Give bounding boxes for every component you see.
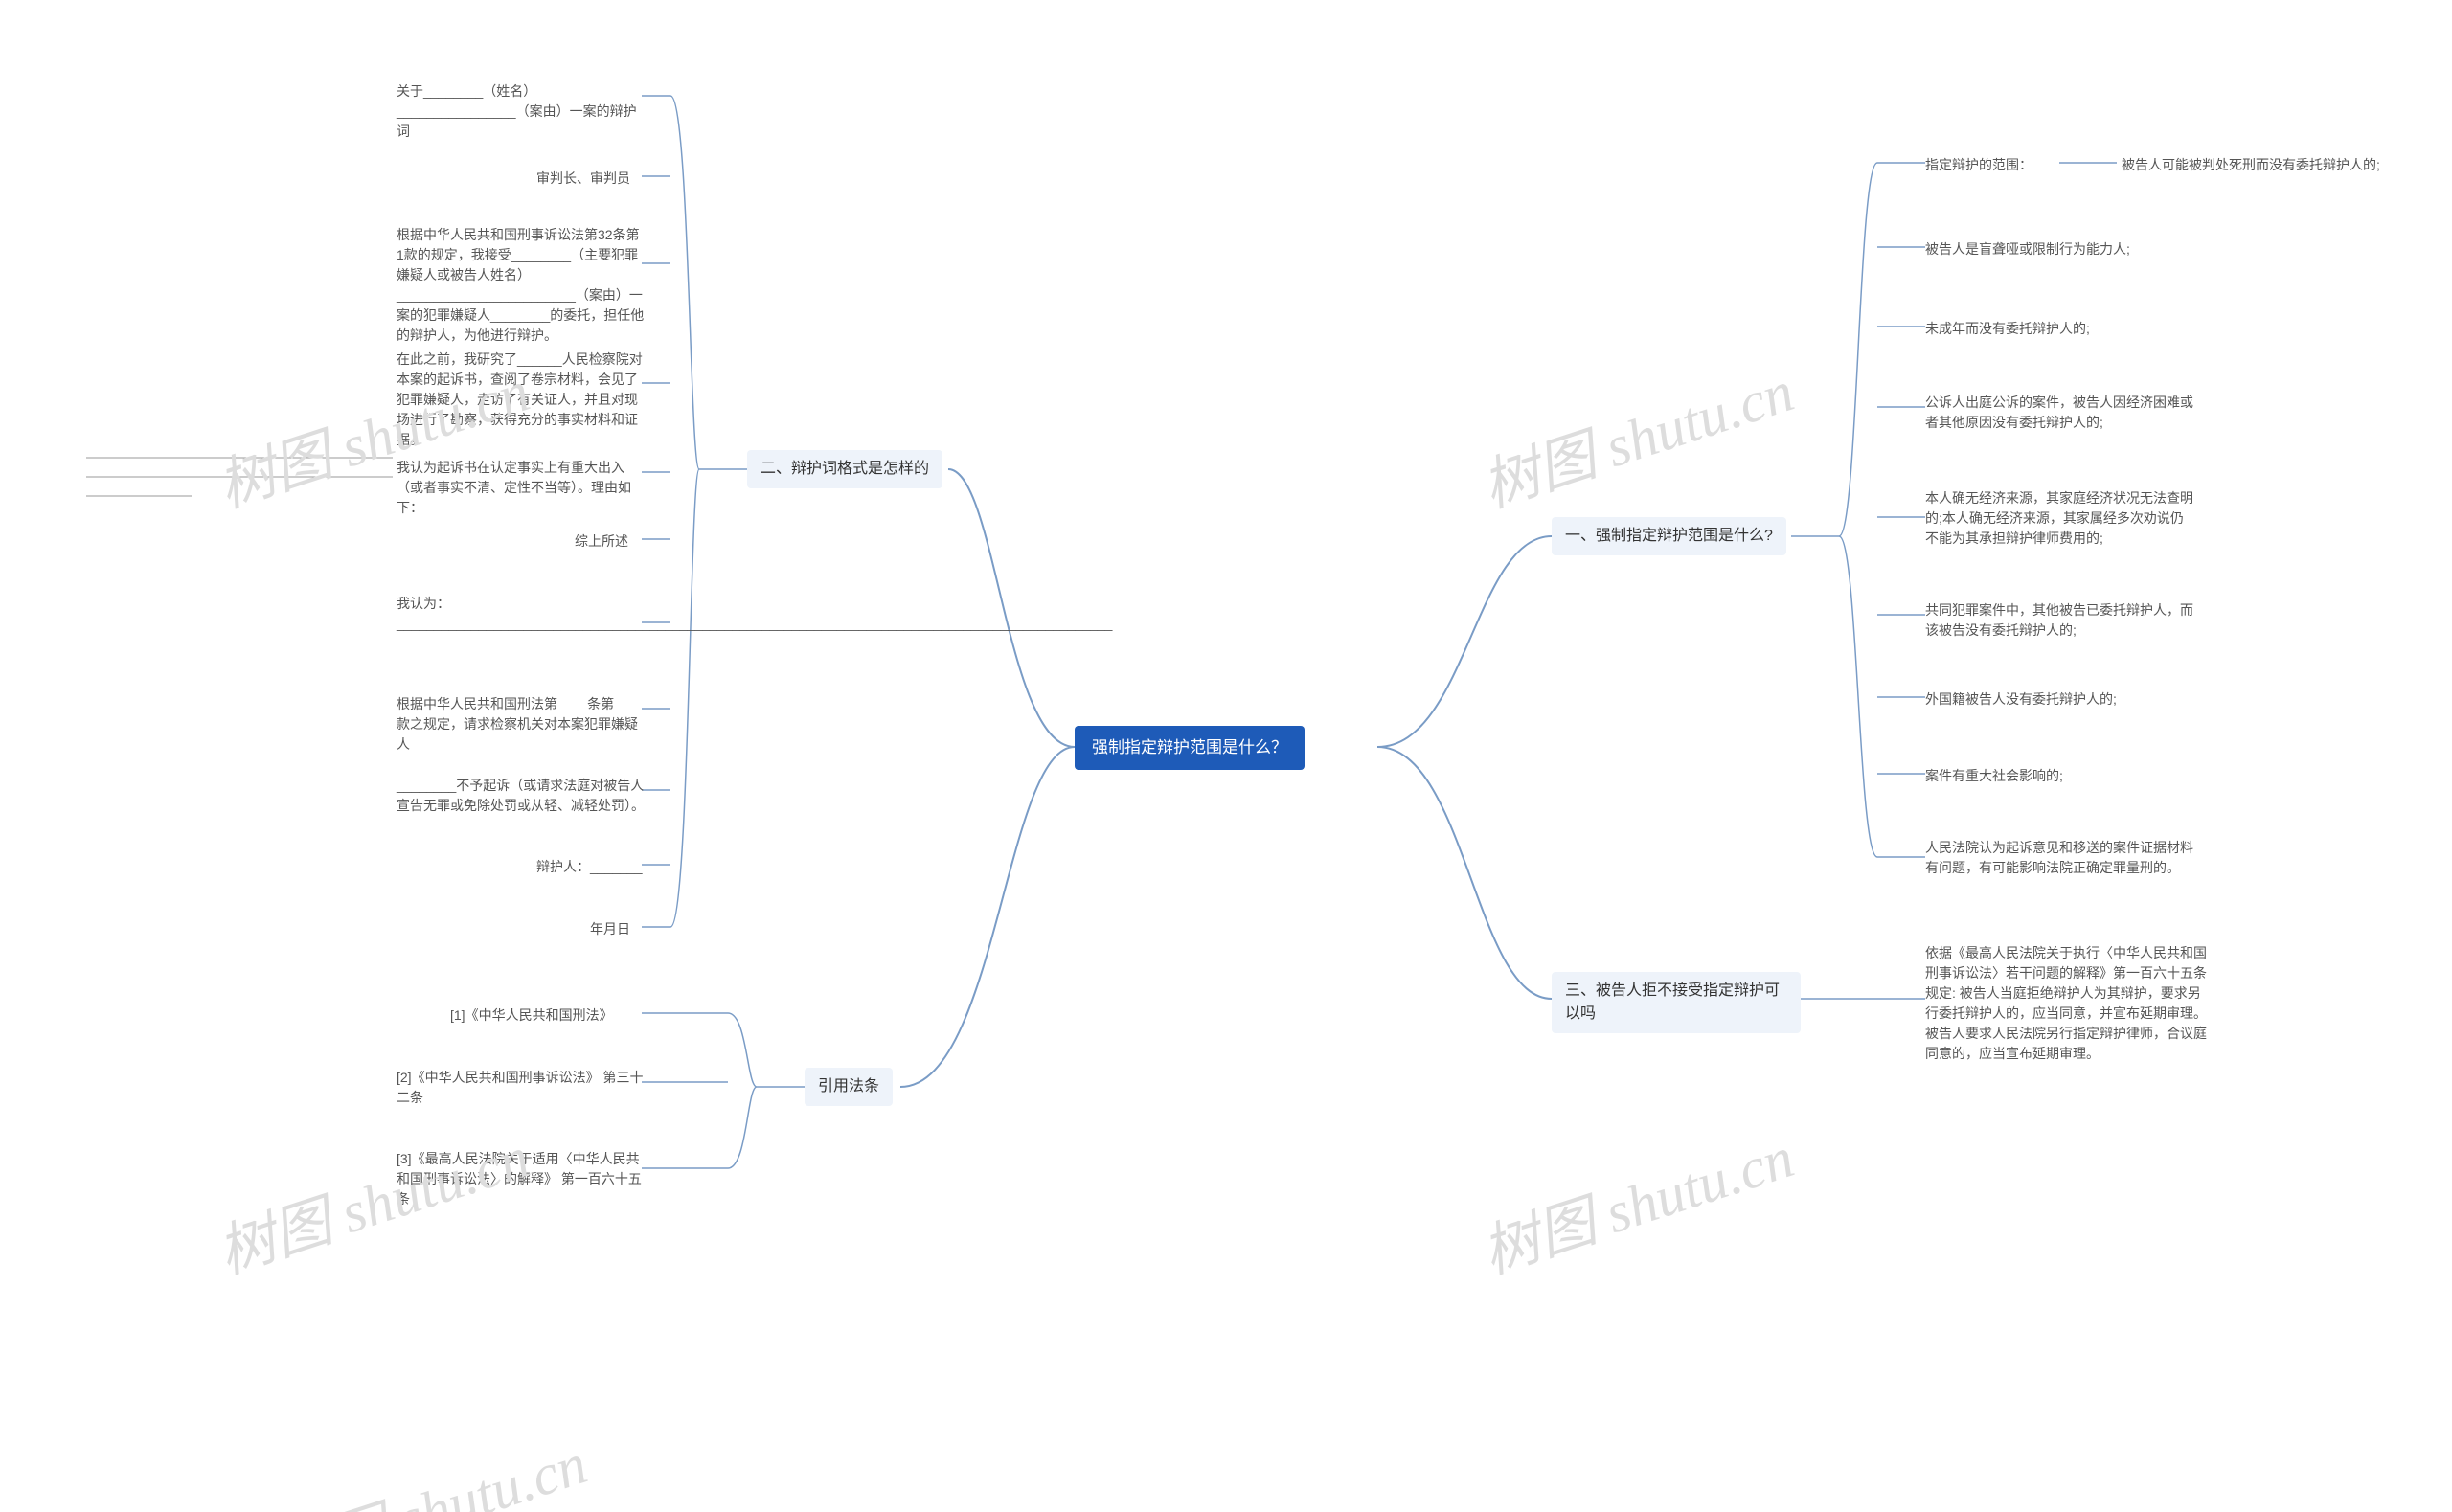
branch-r3[interactable]: 三、被告人拒不接受指定辩护可以吗 xyxy=(1552,972,1801,1033)
r1-leaf-2: 未成年而没有委托辩护人的; xyxy=(1925,319,2090,339)
r1-leaf-0-subtext: 被告人可能被判处死刑而没有委托辩护人的; xyxy=(2122,157,2380,172)
r1-leaf-0-sub: 被告人可能被判处死刑而没有委托辩护人的; xyxy=(2122,155,2380,175)
l2-leaf-10: 年月日 xyxy=(590,919,630,939)
branch-r1-text: 一、强制指定辩护范围是什么? xyxy=(1565,528,1773,544)
l2-leaf-3-text: 在此之前，我研究了______人民检察院对本案的起诉书，查阅了卷宗材料，会见了犯… xyxy=(397,351,643,447)
r3-leaf-0: 依据《最高人民法院关于执行〈中华人民共和国刑事诉讼法〉若干问题的解释》第一百六十… xyxy=(1925,943,2213,1064)
r1-leaf-5-text: 共同犯罪案件中，其他被告已委托辩护人，而该被告没有委托辩护人的; xyxy=(1925,602,2193,638)
l2-leaf-0: 关于________（姓名）________________（案由）一案的辩护词 xyxy=(397,81,646,142)
branch-r1[interactable]: 一、强制指定辩护范围是什么? xyxy=(1552,517,1786,555)
r1-leaf-7-text: 案件有重大社会影响的; xyxy=(1925,768,2063,783)
l2-leaf-1-text: 审判长、审判员 xyxy=(536,170,630,186)
r1-leaf-4: 本人确无经济来源，其家庭经济状况无法查明的;本人确无经济来源，其家属经多次劝说仍… xyxy=(1925,488,2193,549)
l4-leaf-0: [1]《中华人民共和国刑法》 xyxy=(450,1005,613,1026)
watermark-1: 树图 shutu.cn xyxy=(1470,345,1803,524)
l2-leaf-2: 根据中华人民共和国刑事诉讼法第32条第1款的规定，我接受________（主要犯… xyxy=(397,225,646,346)
l2-leaf-0-text: 关于________（姓名）________________（案由）一案的辩护词 xyxy=(397,83,637,139)
branch-l4-text: 引用法条 xyxy=(818,1078,879,1095)
r1-leaf-1-text: 被告人是盲聋哑或限制行为能力人; xyxy=(1925,241,2130,257)
l2-leaf-2-text: 根据中华人民共和国刑事诉讼法第32条第1款的规定，我接受________（主要犯… xyxy=(397,227,644,343)
l2-leaf-4: 我认为起诉书在认定事实上有重大出入（或者事实不清、定性不当等）。理由如下： xyxy=(397,458,646,518)
l2-leaf-8: ________不予起诉（或请求法庭对被告人宣告无罪或免除处罚或从轻、减轻处罚）… xyxy=(397,776,646,816)
r1-leaf-7: 案件有重大社会影响的; xyxy=(1925,766,2063,786)
l2-leaf-6-text: 我认为：____________________________________… xyxy=(397,596,1112,631)
l2-leaf-9-text: 辩护人：_______ xyxy=(536,859,643,874)
r1-leaf-1: 被告人是盲聋哑或限制行为能力人; xyxy=(1925,239,2130,260)
branch-l2[interactable]: 二、辩护词格式是怎样的 xyxy=(747,450,942,488)
l2-leaf-9: 辩护人：_______ xyxy=(536,857,643,877)
watermark-1-text: 树图 shutu.cn xyxy=(1475,359,1802,519)
root-node[interactable]: 强制指定辩护范围是什么？ xyxy=(1075,726,1305,770)
r1-leaf-0: 指定辩护的范围： xyxy=(1925,155,2032,175)
l2-leaf-6: 我认为：____________________________________… xyxy=(397,594,646,634)
l2-leaf-10-text: 年月日 xyxy=(590,921,630,937)
r1-leaf-8-text: 人民法院认为起诉意见和移送的案件证据材料有问题，有可能影响法院正确定罪量刑的。 xyxy=(1925,840,2193,875)
r3-leaf-0-text: 依据《最高人民法院关于执行〈中华人民共和国刑事诉讼法〉若干问题的解释》第一百六十… xyxy=(1925,945,2207,1061)
l2-leaf-1: 审判长、审判员 xyxy=(536,169,630,189)
r1-leaf-6-text: 外国籍被告人没有委托辩护人的; xyxy=(1925,691,2117,707)
l2-leaf-4-text: 我认为起诉书在认定事实上有重大出入（或者事实不清、定性不当等）。理由如下： xyxy=(397,460,631,515)
r1-leaf-3: 公诉人出庭公诉的案件，被告人因经济困难或者其他原因没有委托辩护人的; xyxy=(1925,393,2193,433)
l2-leaf-7-text: 根据中华人民共和国刑法第____条第____款之规定，请求检察机关对本案犯罪嫌疑… xyxy=(397,696,644,752)
l4-leaf-0-text: [1]《中华人民共和国刑法》 xyxy=(450,1007,613,1023)
l2-leaf-8-text: ________不予起诉（或请求法庭对被告人宣告无罪或免除处罚或从轻、减轻处罚）… xyxy=(397,778,645,813)
l4-leaf-2: [3]《最高人民法院关于适用〈中华人民共和国刑事诉讼法〉的解释》 第一百六十五条 xyxy=(397,1149,646,1209)
watermark-3-text: 树图 shutu.cn xyxy=(1475,1125,1802,1285)
l2-leaf-5: 综上所述 xyxy=(575,531,628,552)
r1-leaf-6: 外国籍被告人没有委托辩护人的; xyxy=(1925,689,2117,710)
l2-leaf-3: 在此之前，我研究了______人民检察院对本案的起诉书，查阅了卷宗材料，会见了犯… xyxy=(397,350,646,450)
l2-leaf-7: 根据中华人民共和国刑法第____条第____款之规定，请求检察机关对本案犯罪嫌疑… xyxy=(397,694,646,755)
r1-leaf-3-text: 公诉人出庭公诉的案件，被告人因经济困难或者其他原因没有委托辩护人的; xyxy=(1925,395,2193,430)
l4-leaf-1-text: [2]《中华人民共和国刑事诉讼法》 第三十二条 xyxy=(397,1070,643,1105)
l4-leaf-2-text: [3]《最高人民法院关于适用〈中华人民共和国刑事诉讼法〉的解释》 第一百六十五条 xyxy=(397,1151,642,1207)
r1-leaf-2-text: 未成年而没有委托辩护人的; xyxy=(1925,321,2090,336)
watermark-4-text: 树图 shutu.cn xyxy=(268,1432,595,1512)
watermark-3: 树图 shutu.cn xyxy=(1470,1111,1803,1290)
branch-r3-text: 三、被告人拒不接受指定辩护可以吗 xyxy=(1565,982,1780,1022)
r1-leaf-0-text: 指定辩护的范围： xyxy=(1925,157,2032,172)
branch-l4[interactable]: 引用法条 xyxy=(805,1068,893,1106)
r1-leaf-8: 人民法院认为起诉意见和移送的案件证据材料有问题，有可能影响法院正确定罪量刑的。 xyxy=(1925,838,2193,878)
r1-leaf-5: 共同犯罪案件中，其他被告已委托辩护人，而该被告没有委托辩护人的; xyxy=(1925,600,2193,641)
watermark-4: 树图 shutu.cn xyxy=(263,1417,596,1512)
root-text: 强制指定辩护范围是什么？ xyxy=(1092,738,1287,756)
r1-leaf-4-text: 本人确无经济来源，其家庭经济状况无法查明的;本人确无经济来源，其家属经多次劝说仍… xyxy=(1925,490,2193,546)
branch-l2-text: 二、辩护词格式是怎样的 xyxy=(761,461,929,477)
l4-leaf-1: [2]《中华人民共和国刑事诉讼法》 第三十二条 xyxy=(397,1068,646,1108)
l2-leaf-5-text: 综上所述 xyxy=(575,533,628,549)
